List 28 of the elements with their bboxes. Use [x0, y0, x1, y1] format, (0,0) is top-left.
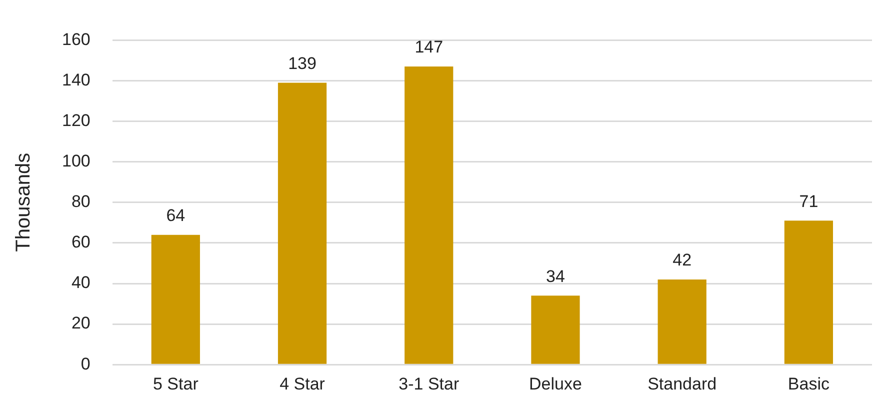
y-tick-label: 60	[71, 232, 90, 252]
y-tick-label: 0	[80, 354, 90, 374]
y-tick-label: 20	[71, 314, 90, 333]
y-tick-label: 140	[62, 70, 90, 90]
bar	[404, 66, 454, 364]
y-tick-label: 120	[62, 110, 90, 130]
x-tick-label: 3-1 Star	[398, 374, 460, 394]
y-axis-title: Thousands	[12, 152, 35, 252]
bar	[151, 234, 200, 364]
bar	[784, 220, 834, 364]
x-tick-label: Standard	[648, 374, 717, 394]
data-label: 71	[799, 192, 818, 211]
data-label: 34	[546, 266, 565, 286]
x-tick-label: Basic	[788, 374, 830, 394]
bar	[531, 296, 580, 364]
y-tick-label: 100	[62, 152, 90, 171]
x-tick-label: 4 Star	[280, 374, 326, 394]
bar	[658, 279, 706, 364]
data-label: 139	[288, 54, 316, 73]
data-label: 42	[672, 250, 692, 270]
x-tick-label: Deluxe	[529, 374, 582, 394]
data-label: 147	[414, 38, 444, 57]
data-label: 64	[166, 206, 186, 226]
y-tick-label: 40	[71, 273, 90, 292]
y-tick-label: 80	[71, 192, 90, 212]
x-tick-label: 5 Star	[152, 374, 199, 394]
y-tick-label: 160	[62, 30, 90, 49]
bar	[278, 82, 327, 364]
